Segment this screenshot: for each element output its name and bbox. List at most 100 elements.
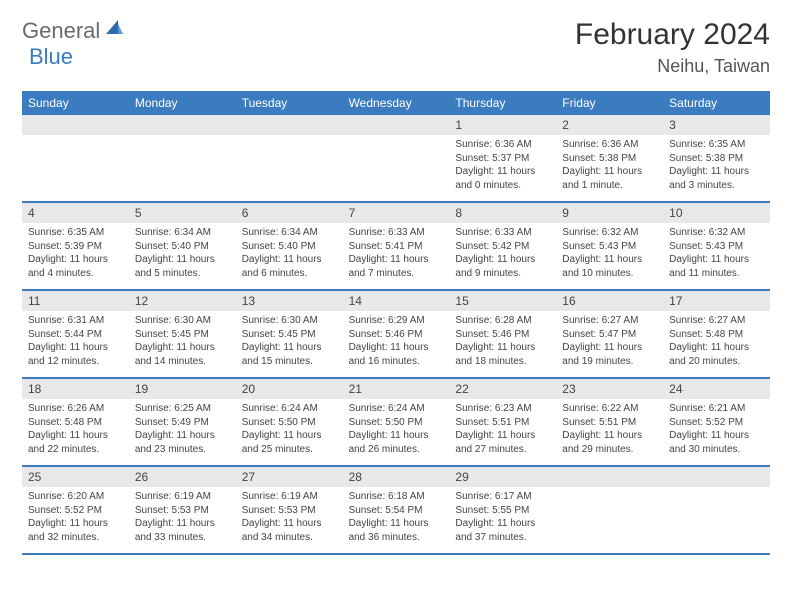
daylight-text: and 30 minutes. bbox=[669, 443, 764, 457]
daylight-text: and 37 minutes. bbox=[455, 531, 550, 545]
daylight-text: Daylight: 11 hours bbox=[455, 253, 550, 267]
week-row: 4Sunrise: 6:35 AMSunset: 5:39 PMDaylight… bbox=[22, 203, 770, 291]
daylight-text: Daylight: 11 hours bbox=[669, 429, 764, 443]
weekday-header-row: SundayMondayTuesdayWednesdayThursdayFrid… bbox=[22, 91, 770, 115]
sunrise-text: Sunrise: 6:36 AM bbox=[562, 138, 657, 152]
day-number: 23 bbox=[556, 379, 663, 399]
sunrise-text: Sunrise: 6:33 AM bbox=[455, 226, 550, 240]
sunset-text: Sunset: 5:42 PM bbox=[455, 240, 550, 254]
daylight-text: Daylight: 11 hours bbox=[135, 429, 230, 443]
sunrise-text: Sunrise: 6:23 AM bbox=[455, 402, 550, 416]
daylight-text: Daylight: 11 hours bbox=[455, 341, 550, 355]
day-number: 6 bbox=[236, 203, 343, 223]
day-number bbox=[236, 115, 343, 135]
sunset-text: Sunset: 5:44 PM bbox=[28, 328, 123, 342]
day-cell: 7Sunrise: 6:33 AMSunset: 5:41 PMDaylight… bbox=[343, 203, 450, 289]
daylight-text: and 1 minute. bbox=[562, 179, 657, 193]
day-number: 27 bbox=[236, 467, 343, 487]
day-cell: 12Sunrise: 6:30 AMSunset: 5:45 PMDayligh… bbox=[129, 291, 236, 377]
sunrise-text: Sunrise: 6:24 AM bbox=[242, 402, 337, 416]
day-number: 1 bbox=[449, 115, 556, 135]
sunset-text: Sunset: 5:47 PM bbox=[562, 328, 657, 342]
daylight-text: Daylight: 11 hours bbox=[349, 341, 444, 355]
day-number: 13 bbox=[236, 291, 343, 311]
day-content: Sunrise: 6:26 AMSunset: 5:48 PMDaylight:… bbox=[22, 399, 129, 462]
daylight-text: Daylight: 11 hours bbox=[242, 429, 337, 443]
day-cell: 25Sunrise: 6:20 AMSunset: 5:52 PMDayligh… bbox=[22, 467, 129, 553]
day-content: Sunrise: 6:21 AMSunset: 5:52 PMDaylight:… bbox=[663, 399, 770, 462]
daylight-text: Daylight: 11 hours bbox=[135, 253, 230, 267]
day-content: Sunrise: 6:36 AMSunset: 5:37 PMDaylight:… bbox=[449, 135, 556, 198]
daylight-text: and 14 minutes. bbox=[135, 355, 230, 369]
daylight-text: Daylight: 11 hours bbox=[135, 517, 230, 531]
day-content: Sunrise: 6:19 AMSunset: 5:53 PMDaylight:… bbox=[236, 487, 343, 550]
daylight-text: Daylight: 11 hours bbox=[242, 341, 337, 355]
sunset-text: Sunset: 5:53 PM bbox=[135, 504, 230, 518]
day-cell: 24Sunrise: 6:21 AMSunset: 5:52 PMDayligh… bbox=[663, 379, 770, 465]
sunrise-text: Sunrise: 6:24 AM bbox=[349, 402, 444, 416]
sunrise-text: Sunrise: 6:32 AM bbox=[562, 226, 657, 240]
sunset-text: Sunset: 5:46 PM bbox=[349, 328, 444, 342]
day-cell bbox=[343, 115, 450, 201]
sunset-text: Sunset: 5:43 PM bbox=[669, 240, 764, 254]
day-content: Sunrise: 6:18 AMSunset: 5:54 PMDaylight:… bbox=[343, 487, 450, 550]
weekday-header: Monday bbox=[129, 91, 236, 115]
sunrise-text: Sunrise: 6:30 AM bbox=[135, 314, 230, 328]
day-content: Sunrise: 6:27 AMSunset: 5:47 PMDaylight:… bbox=[556, 311, 663, 374]
day-number bbox=[22, 115, 129, 135]
logo-text-blue: Blue bbox=[29, 44, 73, 69]
sunrise-text: Sunrise: 6:25 AM bbox=[135, 402, 230, 416]
day-cell: 21Sunrise: 6:24 AMSunset: 5:50 PMDayligh… bbox=[343, 379, 450, 465]
day-number: 21 bbox=[343, 379, 450, 399]
sunset-text: Sunset: 5:51 PM bbox=[562, 416, 657, 430]
day-cell: 8Sunrise: 6:33 AMSunset: 5:42 PMDaylight… bbox=[449, 203, 556, 289]
sunset-text: Sunset: 5:45 PM bbox=[242, 328, 337, 342]
daylight-text: and 25 minutes. bbox=[242, 443, 337, 457]
day-cell: 19Sunrise: 6:25 AMSunset: 5:49 PMDayligh… bbox=[129, 379, 236, 465]
day-content: Sunrise: 6:36 AMSunset: 5:38 PMDaylight:… bbox=[556, 135, 663, 198]
sunset-text: Sunset: 5:40 PM bbox=[242, 240, 337, 254]
daylight-text: Daylight: 11 hours bbox=[135, 341, 230, 355]
sunrise-text: Sunrise: 6:34 AM bbox=[135, 226, 230, 240]
day-cell: 11Sunrise: 6:31 AMSunset: 5:44 PMDayligh… bbox=[22, 291, 129, 377]
day-cell: 26Sunrise: 6:19 AMSunset: 5:53 PMDayligh… bbox=[129, 467, 236, 553]
daylight-text: and 4 minutes. bbox=[28, 267, 123, 281]
sunset-text: Sunset: 5:45 PM bbox=[135, 328, 230, 342]
day-content: Sunrise: 6:32 AMSunset: 5:43 PMDaylight:… bbox=[663, 223, 770, 286]
daylight-text: and 32 minutes. bbox=[28, 531, 123, 545]
weekday-header: Wednesday bbox=[343, 91, 450, 115]
week-row: 25Sunrise: 6:20 AMSunset: 5:52 PMDayligh… bbox=[22, 467, 770, 555]
day-number: 5 bbox=[129, 203, 236, 223]
sunrise-text: Sunrise: 6:20 AM bbox=[28, 490, 123, 504]
sunrise-text: Sunrise: 6:35 AM bbox=[28, 226, 123, 240]
daylight-text: and 0 minutes. bbox=[455, 179, 550, 193]
day-cell: 29Sunrise: 6:17 AMSunset: 5:55 PMDayligh… bbox=[449, 467, 556, 553]
day-content: Sunrise: 6:19 AMSunset: 5:53 PMDaylight:… bbox=[129, 487, 236, 550]
weekday-header: Thursday bbox=[449, 91, 556, 115]
sunrise-text: Sunrise: 6:34 AM bbox=[242, 226, 337, 240]
day-cell bbox=[129, 115, 236, 201]
sunrise-text: Sunrise: 6:19 AM bbox=[135, 490, 230, 504]
sunset-text: Sunset: 5:40 PM bbox=[135, 240, 230, 254]
daylight-text: and 15 minutes. bbox=[242, 355, 337, 369]
daylight-text: and 7 minutes. bbox=[349, 267, 444, 281]
day-cell: 13Sunrise: 6:30 AMSunset: 5:45 PMDayligh… bbox=[236, 291, 343, 377]
day-cell: 14Sunrise: 6:29 AMSunset: 5:46 PMDayligh… bbox=[343, 291, 450, 377]
daylight-text: and 36 minutes. bbox=[349, 531, 444, 545]
day-content: Sunrise: 6:29 AMSunset: 5:46 PMDaylight:… bbox=[343, 311, 450, 374]
sunrise-text: Sunrise: 6:18 AM bbox=[349, 490, 444, 504]
sunrise-text: Sunrise: 6:35 AM bbox=[669, 138, 764, 152]
day-number: 17 bbox=[663, 291, 770, 311]
day-cell: 2Sunrise: 6:36 AMSunset: 5:38 PMDaylight… bbox=[556, 115, 663, 201]
sunrise-text: Sunrise: 6:21 AM bbox=[669, 402, 764, 416]
sunrise-text: Sunrise: 6:33 AM bbox=[349, 226, 444, 240]
daylight-text: and 10 minutes. bbox=[562, 267, 657, 281]
day-cell: 10Sunrise: 6:32 AMSunset: 5:43 PMDayligh… bbox=[663, 203, 770, 289]
weeks-container: 1Sunrise: 6:36 AMSunset: 5:37 PMDaylight… bbox=[22, 115, 770, 555]
sunset-text: Sunset: 5:53 PM bbox=[242, 504, 337, 518]
day-cell: 23Sunrise: 6:22 AMSunset: 5:51 PMDayligh… bbox=[556, 379, 663, 465]
daylight-text: Daylight: 11 hours bbox=[669, 341, 764, 355]
day-content: Sunrise: 6:30 AMSunset: 5:45 PMDaylight:… bbox=[236, 311, 343, 374]
month-title: February 2024 bbox=[575, 18, 770, 52]
sunrise-text: Sunrise: 6:22 AM bbox=[562, 402, 657, 416]
